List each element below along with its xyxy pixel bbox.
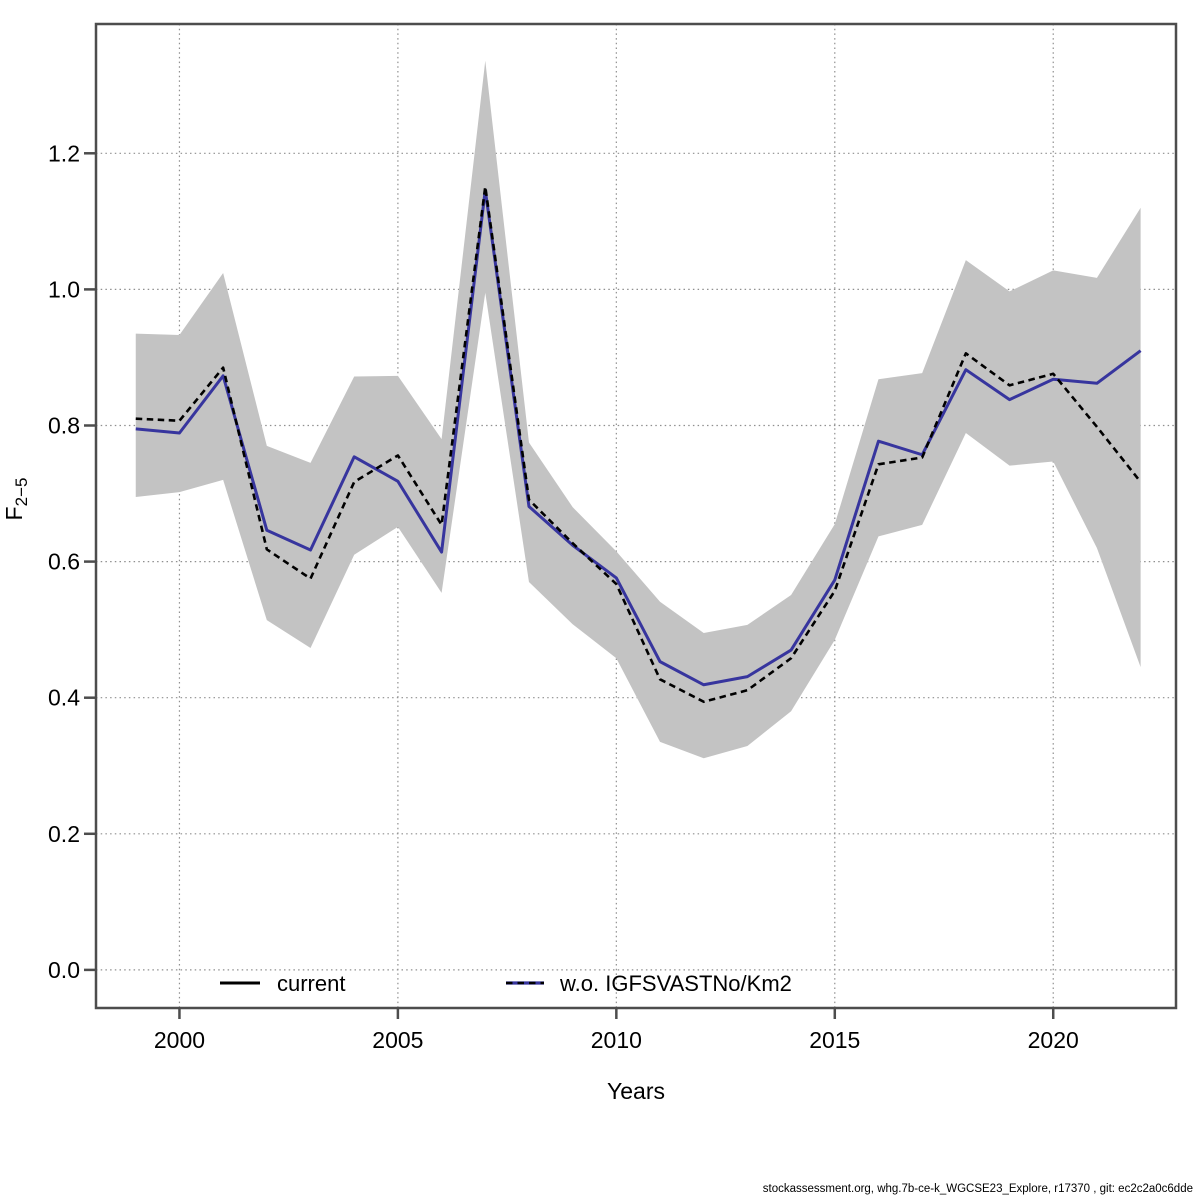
x-tick-label: 2010 [591,1027,642,1053]
legend: current w.o. IGFSVASTNo/Km2 [220,971,792,996]
legend-item-current: current [220,971,345,996]
y-tick-label: 0.4 [48,685,80,711]
y-tick-label: 0.2 [48,821,80,847]
footer-credit: stockassessment.org, whg.7b-ce-k_WGCSE23… [763,1183,1193,1195]
legend-item-wo: w.o. IGFSVASTNo/Km2 [506,971,792,996]
legend-label-current: current [277,971,345,996]
x-tick-label: 2005 [372,1027,423,1053]
y-tick-label: 1.0 [48,276,80,302]
legend-label-wo: w.o. IGFSVASTNo/Km2 [559,971,792,996]
y-axis-tick-labels: 0.0 0.2 0.4 0.6 0.8 1.0 1.2 [48,140,80,983]
x-axis-title: Years [607,1078,665,1104]
x-axis-ticks [178,1008,1055,1019]
wo-series-line [135,188,1142,687]
x-tick-label: 2000 [154,1027,205,1053]
x-tick-label: 2020 [1028,1027,1079,1053]
y-axis-title: F2−5 [1,478,31,521]
x-axis-tick-labels: 2000 2005 2010 2015 2020 [154,1027,1079,1053]
current-series-line [135,185,1142,704]
y-axis-ticks [84,152,96,972]
y-tick-label: 0.8 [48,412,80,438]
plot-border [94,22,1178,1010]
y-tick-label: 0.0 [48,957,80,983]
x-tick-label: 2015 [809,1027,860,1053]
confidence-band [135,60,1141,759]
y-tick-label: 1.2 [48,140,80,166]
y-tick-label: 0.6 [48,549,80,575]
